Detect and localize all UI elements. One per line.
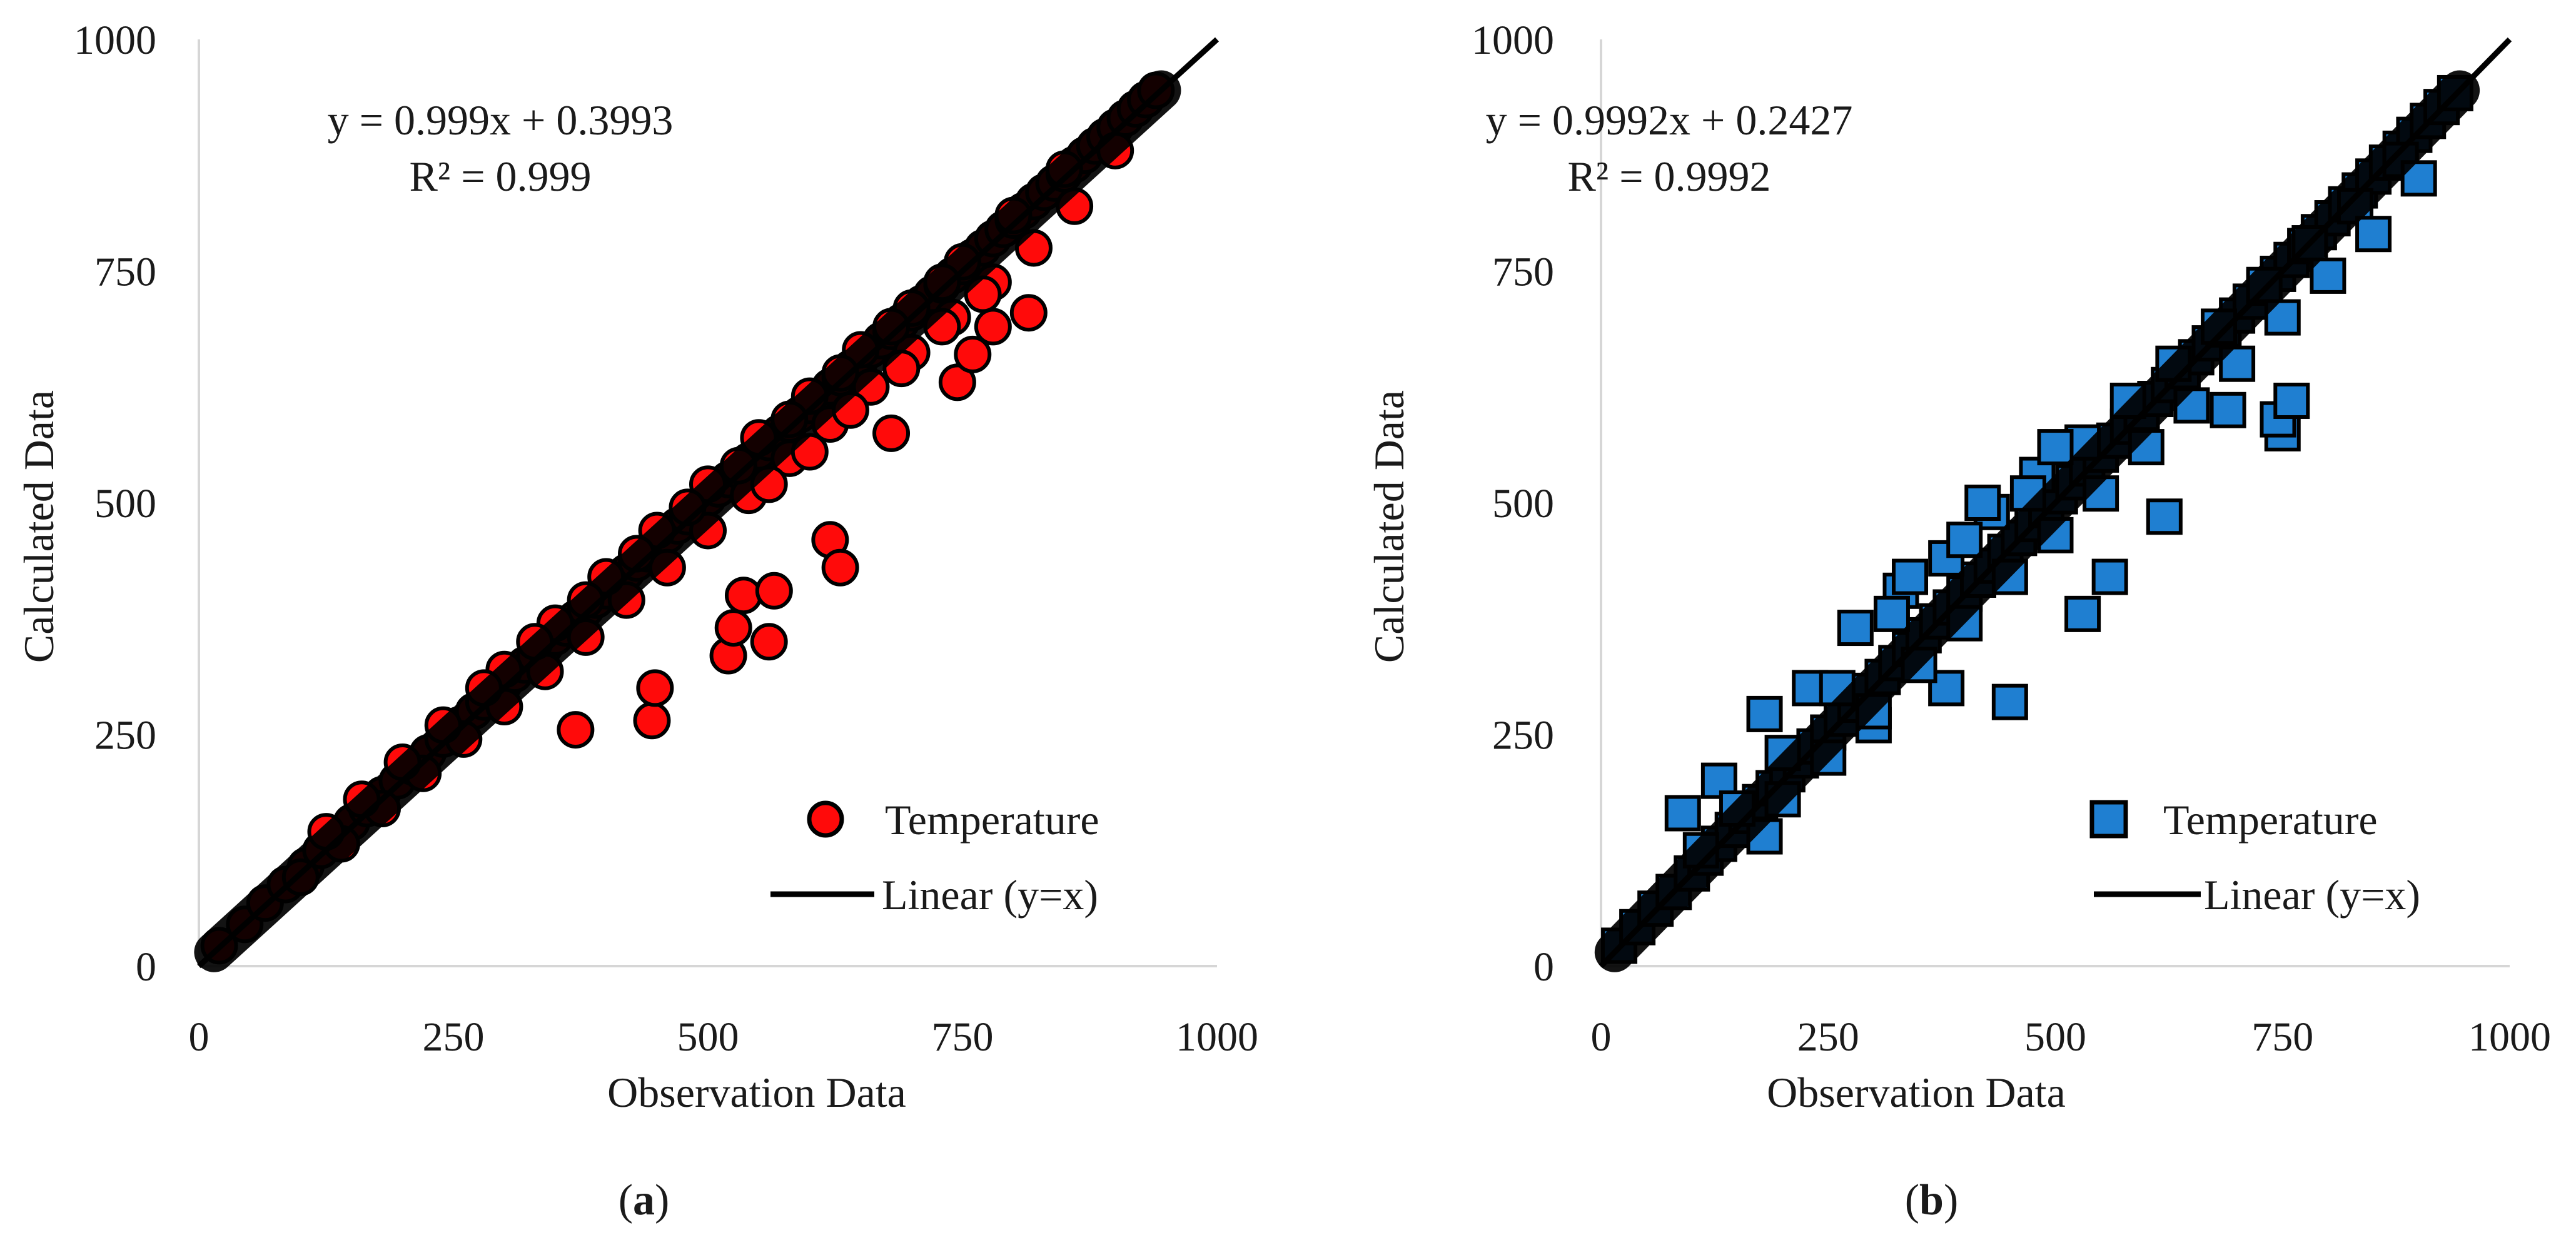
panel-caption-b: (b) — [1904, 1176, 1959, 1224]
data-point — [2037, 429, 2074, 466]
data-point — [1892, 558, 1929, 595]
y-tick-label: 500 — [1492, 481, 1554, 527]
y-tick-label: 250 — [1492, 713, 1554, 759]
y-tick-label: 1000 — [74, 18, 156, 63]
legend-entry-linear: Linear (y=x) — [882, 871, 1098, 919]
x-tick-label: 250 — [423, 1014, 485, 1060]
data-point — [974, 308, 1012, 346]
data-point — [1873, 595, 1910, 632]
data-point — [2264, 299, 2301, 336]
data-point — [633, 702, 671, 740]
x-axis-title: Observation Data — [1767, 1069, 2066, 1116]
x-tick-label: 750 — [932, 1014, 994, 1060]
data-point — [2091, 558, 2128, 595]
y-tick-label: 250 — [94, 713, 156, 759]
data-point — [2273, 382, 2310, 419]
data-point — [755, 572, 793, 610]
equation-label: y = 0.9992x + 0.2427 — [1486, 96, 1853, 144]
trend-line — [196, 37, 1220, 969]
r-squared-label: R² = 0.9992 — [1567, 153, 1770, 200]
x-axis-title: Observation Data — [607, 1069, 906, 1116]
data-point — [2310, 257, 2346, 294]
x-tick-label: 500 — [677, 1014, 739, 1060]
data-point — [1991, 683, 2028, 720]
data-point — [872, 414, 911, 452]
y-tick-label: 0 — [136, 944, 156, 990]
legend-entry-temperature: Temperature — [2163, 796, 2378, 844]
x-tick-label: 0 — [1591, 1014, 1612, 1060]
r-squared-label: R² = 0.999 — [409, 153, 591, 200]
data-point — [750, 623, 788, 661]
data-point — [938, 363, 976, 401]
equation-label: y = 0.999x + 0.3993 — [328, 96, 674, 144]
scatter-chart-b: 0 250 500 750 1000 0 250 500 750 1000 y = 0.9992x… — [1365, 18, 2551, 1116]
x-tick-label: 500 — [2024, 1014, 2086, 1060]
y-tick-label: 1000 — [1472, 18, 1554, 63]
data-point — [1664, 795, 1701, 832]
data-point — [1946, 522, 1983, 558]
legend-marker-square — [2089, 800, 2128, 839]
data-point — [1837, 610, 1874, 647]
data-point — [2146, 498, 2183, 535]
y-axis-title: Calculated Data — [1365, 390, 1413, 663]
data-point — [724, 577, 762, 615]
data-point — [1746, 695, 1783, 732]
y-tick-label: 750 — [94, 249, 156, 295]
data-point — [1009, 294, 1048, 332]
y-tick-label: 0 — [1533, 944, 1554, 990]
scatter-chart-a: 0 250 500 750 1000 0 250 500 750 1000 y = 0.999x … — [15, 18, 1258, 1116]
data-point — [2355, 216, 2392, 253]
panel-label: a — [633, 1176, 655, 1224]
legend-marker-circle — [807, 800, 844, 838]
x-tick-label: 0 — [189, 1014, 210, 1060]
y-tick-label: 750 — [1492, 249, 1554, 295]
data-point — [1964, 485, 2001, 521]
trend-line — [1599, 37, 2512, 969]
y-tick-label: 500 — [94, 481, 156, 527]
legend-entry-temperature: Temperature — [885, 796, 1099, 844]
data-point — [821, 548, 859, 587]
data-point — [557, 711, 595, 749]
legend-entry-linear: Linear (y=x) — [2204, 871, 2420, 919]
x-tick-label: 1000 — [2468, 1014, 2551, 1060]
chart-panel-b: 0 250 500 750 1000 0 250 500 750 1000 y = 0.9992x… — [1288, 0, 2575, 1255]
data-point — [954, 335, 992, 373]
legend: Temperature Linear (y=x) — [770, 796, 1099, 919]
x-tick-label: 1000 — [1176, 1014, 1258, 1060]
chart-panel-a: 0 250 500 750 1000 0 250 500 750 1000 y = 0.999x … — [15, 18, 1258, 1224]
data-point — [636, 669, 674, 707]
panel-caption-a: (a) — [618, 1176, 670, 1224]
panel-label: b — [1919, 1176, 1944, 1224]
x-tick-label: 750 — [2251, 1014, 2313, 1060]
x-tick-label: 250 — [1797, 1014, 1859, 1060]
legend: Temperature Linear (y=x) — [2089, 796, 2420, 919]
data-point — [2064, 595, 2101, 632]
y-axis-title: Calculated Data — [15, 390, 63, 663]
data-point — [714, 609, 752, 647]
data-point — [2219, 345, 2256, 382]
data-point — [2210, 391, 2246, 428]
